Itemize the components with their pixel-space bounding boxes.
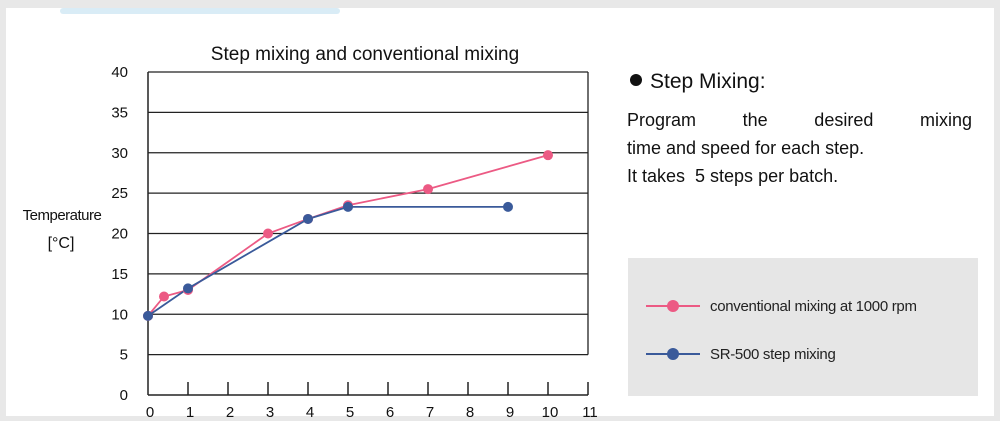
data-point-series-2 [503, 201, 513, 212]
x-tick-label: 0 [146, 404, 154, 421]
decorative-strip [60, 8, 340, 14]
plot-area: 0 5 10 15 20 25 30 35 40 0 1 2 3 4 5 6 7 8 9 10 11 [111, 64, 597, 421]
y-axis-label-line2: [°C] [48, 235, 75, 252]
data-point-series-1 [423, 184, 433, 195]
y-tick-label: 40 [111, 64, 128, 81]
data-point-series-2 [303, 213, 313, 224]
legend-item-step: SR-500 step mixing [646, 344, 836, 364]
series-line-1 [147, 154, 549, 317]
legend-label-conventional: conventional mixing at 1000 rpm [710, 297, 917, 315]
data-point-series-2 [343, 201, 353, 212]
x-tick-label: 4 [306, 404, 314, 421]
x-tick-label: 7 [426, 404, 434, 421]
info-line: Program the desired mixing [627, 110, 972, 130]
data-point-series-2 [183, 283, 193, 294]
legend-item-conventional: conventional mixing at 1000 rpm [646, 296, 917, 316]
x-tick-label: 2 [226, 404, 234, 421]
y-tick-label: 0 [120, 387, 128, 404]
y-tick-label: 5 [120, 347, 128, 364]
legend-label-step: SR-500 step mixing [710, 345, 836, 363]
y-tick-label: 15 [111, 266, 128, 283]
x-tick-label: 8 [466, 404, 474, 421]
y-tick-label: 30 [111, 145, 128, 162]
data-point-series-1 [159, 291, 169, 302]
y-axis-label-line1: Temperature [23, 207, 102, 224]
bullet-icon [630, 74, 642, 86]
x-tick-label: 11 [582, 404, 598, 421]
legend-swatch-step [646, 344, 700, 364]
info-heading: Step Mixing: [630, 70, 766, 94]
x-tick-label: 1 [186, 404, 194, 421]
x-tick-label: 6 [386, 404, 394, 421]
info-line: time and speed for each step. [627, 138, 865, 158]
legend-swatch-conventional [646, 296, 700, 316]
y-tick-label: 25 [111, 185, 128, 202]
data-point-series-1 [263, 228, 273, 239]
x-tick-label: 9 [506, 404, 514, 421]
info-line: It takes 5 steps per batch. [627, 166, 839, 186]
x-tick-label: 5 [346, 404, 354, 421]
chart-title: Step mixing and conventional mixing [211, 44, 519, 65]
info-heading-text: Step Mixing: [650, 70, 766, 93]
y-tick-label: 35 [111, 104, 128, 121]
data-point-series-1 [543, 150, 553, 161]
info-body: Program the desired mixing time and spee… [627, 106, 972, 190]
x-tick-label: 3 [266, 404, 274, 421]
series-line-2 [147, 205, 508, 317]
y-tick-label: 10 [111, 306, 128, 323]
x-tick-label: 10 [542, 404, 559, 421]
data-point-series-2 [143, 310, 153, 321]
y-tick-label: 20 [111, 226, 128, 243]
chart-legend: conventional mixing at 1000 rpm SR-500 s… [628, 258, 978, 396]
